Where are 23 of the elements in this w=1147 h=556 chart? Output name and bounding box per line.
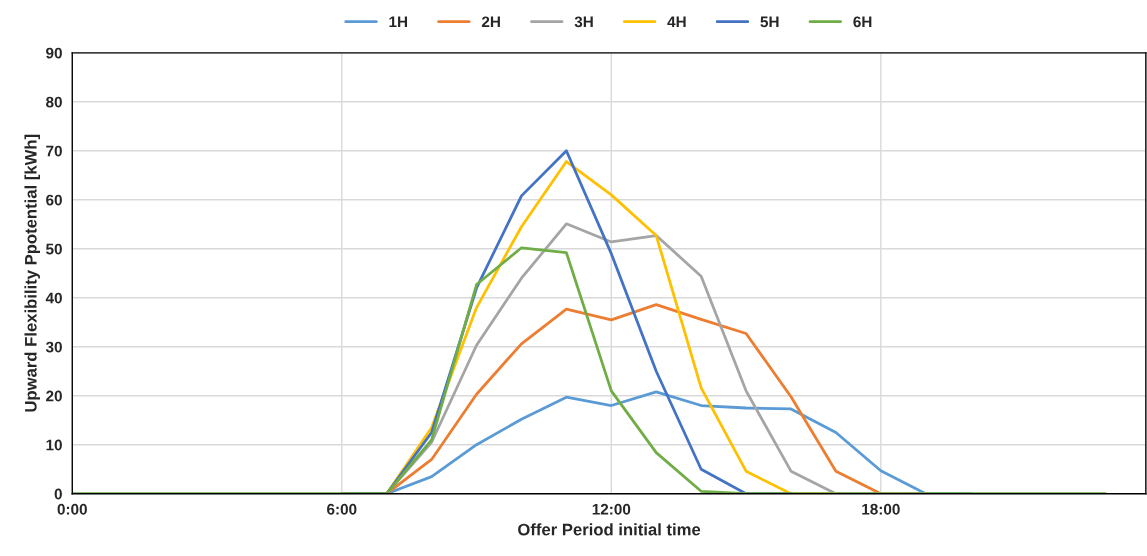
y-tick-label: 50 bbox=[46, 243, 62, 255]
y-tick-label: 20 bbox=[46, 390, 62, 402]
legend-label: 4H bbox=[667, 16, 686, 28]
y-tick-label: 10 bbox=[46, 439, 62, 451]
line-series bbox=[72, 246, 1107, 494]
y-axis-title: Upward Flexibility Ppotential [kWh] bbox=[24, 134, 40, 412]
x-tick-label: 6:00 bbox=[327, 503, 357, 515]
x-tick-label: 0:00 bbox=[57, 503, 87, 515]
y-tick-label: 70 bbox=[46, 145, 62, 157]
legend-label: 2H bbox=[481, 16, 500, 28]
legend-label: 6H bbox=[853, 16, 872, 28]
y-tick-label: 0 bbox=[54, 488, 62, 500]
y-tick-label: 80 bbox=[46, 96, 62, 108]
x-tick-label: 18:00 bbox=[862, 503, 900, 515]
x-tick-label: 12:00 bbox=[592, 503, 631, 515]
y-tick-label: 30 bbox=[45, 341, 62, 353]
legend-label: 5H bbox=[760, 16, 779, 28]
y-tick-label: 60 bbox=[46, 194, 62, 206]
y-tick-label: 90 bbox=[46, 47, 62, 59]
legend-label: 3H bbox=[574, 16, 593, 28]
x-axis-title: Offer Period initial time bbox=[518, 523, 701, 536]
legend-label: 1H bbox=[389, 16, 408, 28]
y-tick-label: 40 bbox=[45, 292, 62, 304]
